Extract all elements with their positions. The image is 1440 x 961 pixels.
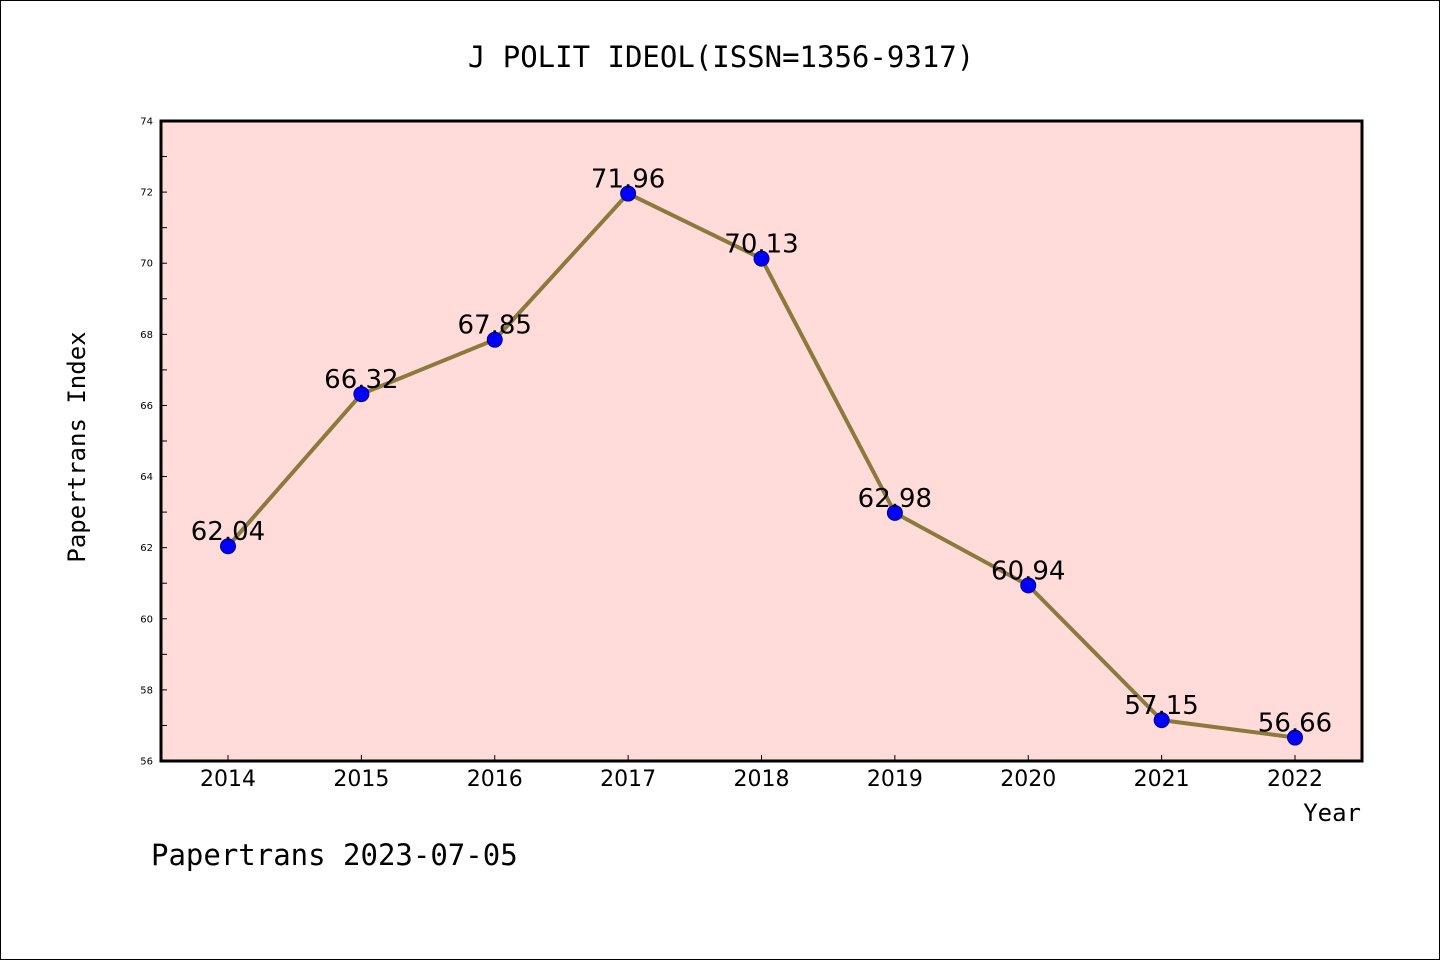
data-label: 60.94 — [991, 556, 1065, 586]
x-tick-label: 2018 — [734, 767, 790, 792]
x-tick-label: 2017 — [600, 767, 656, 792]
data-point-marker — [1020, 577, 1037, 594]
data-point-marker — [886, 504, 903, 521]
y-tick-label: 74 — [140, 117, 153, 128]
data-label: 62.04 — [191, 517, 265, 547]
y-axis-ticks: 56 58 60 62 64 66 68 70 72 74 — [140, 117, 167, 768]
data-point-marker — [1153, 712, 1170, 729]
footer-date-text: Papertrans 2023-07-05 — [151, 838, 518, 872]
data-label: 57.15 — [1124, 691, 1198, 721]
data-point-marker — [486, 331, 503, 348]
x-tick-label: 2022 — [1267, 767, 1323, 792]
x-tick-label: 2014 — [200, 767, 256, 792]
chart-title: J POLIT IDEOL(ISSN=1356-9317) — [468, 40, 974, 74]
data-label: 56.66 — [1258, 709, 1332, 739]
x-tick-label: 2019 — [867, 767, 923, 792]
series-layer — [220, 185, 1303, 746]
y-axis-label: Papertrans Index — [63, 331, 91, 562]
data-label: 67.85 — [458, 311, 532, 341]
data-point-marker — [1287, 729, 1303, 746]
data-labels-layer: 62.04 66.32 67.85 71.96 70.13 62.98 60.94 57.15… — [191, 165, 1332, 739]
y-tick-label: 66 — [140, 401, 153, 412]
data-point-marker — [753, 250, 770, 267]
data-point-marker — [220, 538, 236, 555]
y-tick-label: 60 — [140, 614, 153, 625]
data-point-marker — [620, 185, 637, 202]
x-axis-label: Year — [1303, 799, 1361, 827]
y-tick-label: 56 — [140, 757, 153, 768]
y-tick-label: 70 — [140, 259, 153, 270]
y-tick-label: 58 — [140, 685, 153, 696]
y-tick-label: 64 — [140, 472, 153, 483]
x-tick-label: 2016 — [467, 767, 523, 792]
y-tick-label: 72 — [140, 188, 153, 199]
plot-area — [159, 119, 1364, 763]
data-label: 71.96 — [591, 165, 665, 195]
y-tick-label: 68 — [140, 330, 153, 341]
data-label: 66.32 — [324, 365, 398, 395]
x-tick-label: 2020 — [1000, 767, 1056, 792]
data-label: 70.13 — [724, 230, 798, 260]
data-label: 62.98 — [858, 484, 932, 514]
x-tick-label: 2021 — [1134, 767, 1190, 792]
x-axis-ticks: 2014 2015 2016 2017 2018 2019 2020 2021 2022 — [200, 755, 1323, 792]
data-point-marker — [353, 386, 370, 403]
y-tick-label: 62 — [140, 543, 153, 554]
x-tick-label: 2015 — [333, 767, 389, 792]
